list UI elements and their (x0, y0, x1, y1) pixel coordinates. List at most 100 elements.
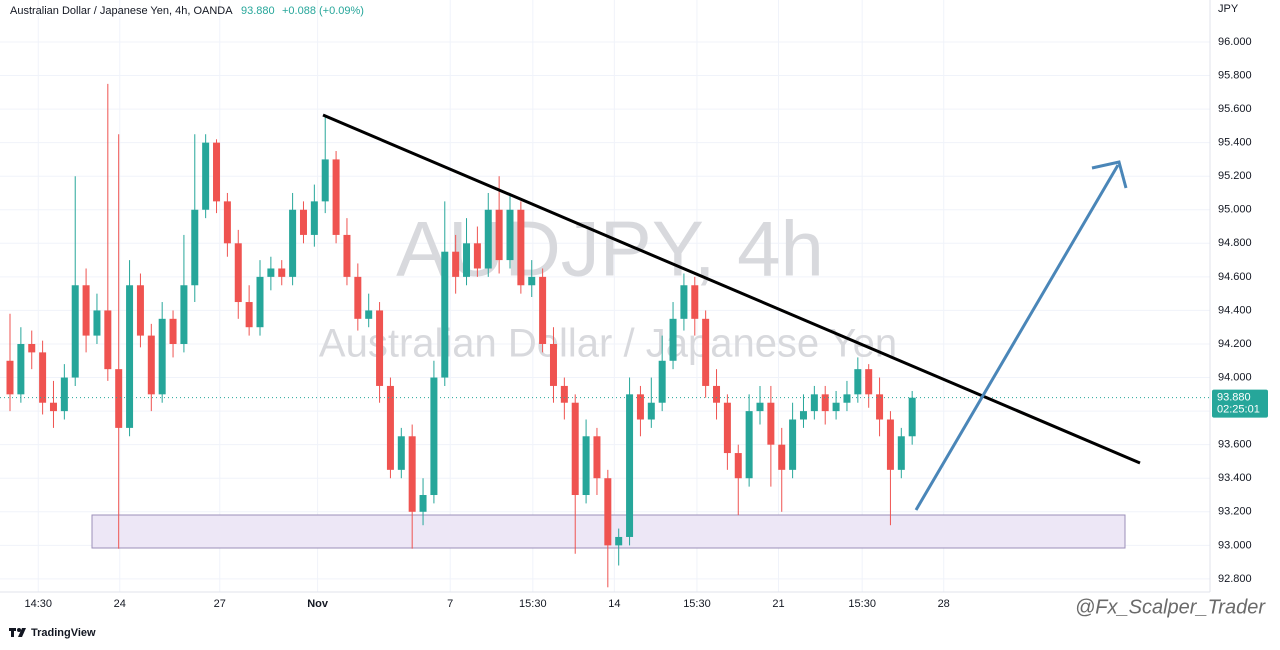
last-price-label: 93.880 (1217, 392, 1251, 404)
currency: JPY (1218, 3, 1239, 15)
candle-body (615, 536, 623, 546)
candle-body (408, 436, 416, 512)
x-tick-label: 14 (608, 598, 620, 610)
candle-body (267, 268, 275, 277)
candle-body (376, 310, 384, 386)
candle-body (397, 436, 405, 470)
y-tick-label: 95.000 (1218, 204, 1252, 216)
candle-body (115, 369, 123, 428)
candle-body (484, 209, 492, 269)
candle-body (223, 201, 231, 244)
candle-body (713, 385, 721, 403)
candle-body (658, 360, 666, 403)
header-change: +0.088 (+0.09%) (282, 5, 364, 17)
candle-body (669, 318, 677, 361)
candle-body (810, 394, 818, 412)
candle-body (778, 444, 786, 470)
countdown: 02:25:01 (1217, 404, 1260, 416)
candle-body (626, 394, 634, 537)
candle-body (723, 402, 731, 454)
candle-body (517, 209, 525, 286)
candle-body (213, 142, 221, 202)
y-tick-label: 96.000 (1218, 36, 1252, 48)
candle-body (17, 343, 25, 395)
candle-body (604, 478, 612, 546)
candle-body (365, 310, 373, 319)
candle-body (854, 369, 862, 395)
y-tick-label: 93.000 (1218, 539, 1252, 551)
candle-body (49, 402, 57, 412)
candle-body (299, 209, 307, 235)
candle-body (386, 385, 394, 470)
candle-body (539, 276, 547, 344)
credit: @Fx_Scalper_Trader (1075, 596, 1266, 618)
candle-body (6, 360, 14, 395)
y-tick-label: 93.600 (1218, 439, 1252, 451)
x-tick-label: 21 (772, 598, 784, 610)
candle-body (876, 394, 884, 420)
candle-body (234, 243, 242, 303)
candle-body (28, 343, 36, 353)
x-tick-label: 27 (214, 598, 226, 610)
arrow-line (914, 164, 1120, 511)
y-tick-label: 94.400 (1218, 304, 1252, 316)
y-tick-label: 92.800 (1218, 573, 1252, 585)
candle-body (702, 318, 710, 386)
trend-line (322, 113, 1141, 465)
x-tick-label: 24 (114, 598, 126, 610)
candle-body (463, 243, 471, 277)
candle-body (528, 276, 536, 286)
candle-body (278, 268, 286, 277)
y-tick-label: 95.200 (1218, 170, 1252, 182)
candle-body (886, 419, 894, 470)
candle-body (430, 377, 438, 496)
candle-body (126, 285, 134, 428)
x-tick-label: 15:30 (848, 598, 876, 610)
candle-body (310, 201, 318, 235)
candle-body (549, 343, 557, 386)
candle-body (680, 285, 688, 319)
candle-body (147, 335, 155, 395)
candle-body (71, 285, 79, 378)
candle-body (82, 285, 90, 336)
candle-body (39, 352, 47, 403)
candle-body (321, 159, 329, 202)
candle-body (191, 209, 199, 286)
candle-body (647, 402, 655, 420)
candle-body (289, 209, 297, 277)
arrow-head (1091, 160, 1128, 189)
candle-body (256, 276, 264, 328)
x-tick-label: 14:30 (24, 598, 52, 610)
brand-name: TradingView (31, 627, 96, 639)
last-price-box (1212, 389, 1268, 418)
candle-body (104, 310, 112, 370)
candle-body (593, 436, 601, 479)
candle-body (636, 394, 644, 420)
x-tick-label: 28 (938, 598, 950, 610)
candle-body (452, 251, 460, 277)
candle-body (821, 394, 829, 412)
candle-body (789, 419, 797, 470)
watermark-symbol: AUDJPY, 4h (396, 205, 824, 293)
header-price: 93.880 (241, 5, 275, 17)
candle-body (582, 436, 590, 496)
candle-body (332, 159, 340, 235)
x-tick-label: 15:30 (519, 598, 547, 610)
x-tick-label: Nov (307, 598, 329, 610)
y-tick-label: 94.600 (1218, 271, 1252, 283)
candle-body (419, 495, 427, 512)
y-tick-label: 94.800 (1218, 237, 1252, 249)
y-tick-label: 94.200 (1218, 338, 1252, 350)
y-tick-label: 93.400 (1218, 472, 1252, 484)
candle-body (832, 402, 840, 412)
candle-body (691, 285, 699, 319)
watermark-name: Australian Dollar / Japanese Yen (319, 322, 897, 366)
candle-body (202, 142, 210, 210)
candle-body (354, 276, 362, 319)
candle-body (136, 285, 144, 336)
candle-body (441, 251, 449, 378)
candle-body (908, 397, 916, 437)
candle-body (158, 318, 166, 395)
y-tick-label: 93.200 (1218, 506, 1252, 518)
